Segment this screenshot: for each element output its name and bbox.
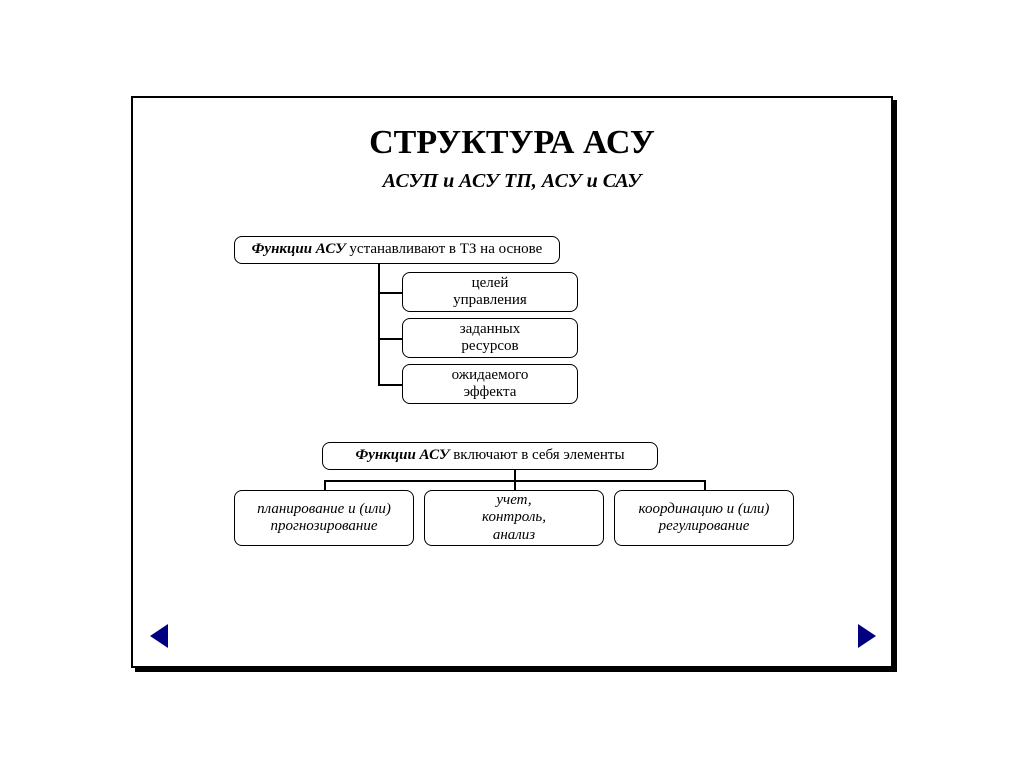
prev-arrow-icon[interactable] [150, 624, 168, 648]
node-functions-basis-header: Функции АСУ устанавливают в ТЗ на основе [234, 236, 560, 264]
node-label: Функции АСУ устанавливают в ТЗ на основе [245, 241, 549, 258]
node-label: учет,контроль,анализ [435, 492, 593, 544]
connector [514, 480, 516, 490]
node-functions-include-header: Функции АСУ включают в себя элементы [322, 442, 658, 470]
node-goals: целейуправления [402, 272, 578, 312]
node-label: ожидаемогоэффекта [413, 367, 567, 402]
node-label: заданныхресурсов [413, 321, 567, 356]
connector [378, 264, 380, 384]
node-coordination: координацию и (или)регулирование [614, 490, 794, 546]
slide-shadow-bottom [135, 668, 897, 672]
connector [704, 480, 706, 490]
node-label: целейуправления [413, 275, 567, 310]
node-planning: планирование и (или)прогнозирование [234, 490, 414, 546]
connector [324, 480, 326, 490]
page-subtitle: АСУП и АСУ ТП, АСУ и САУ [0, 170, 1024, 193]
node-effect: ожидаемогоэффекта [402, 364, 578, 404]
node-resources: заданныхресурсов [402, 318, 578, 358]
page-title: СТРУКТУРА АСУ [0, 124, 1024, 162]
connector [378, 338, 402, 340]
node-label: Функции АСУ включают в себя элементы [333, 447, 647, 464]
node-label: координацию и (или)регулирование [625, 501, 783, 536]
node-label: планирование и (или)прогнозирование [245, 501, 403, 536]
connector [514, 470, 516, 480]
connector [378, 292, 402, 294]
next-arrow-icon[interactable] [858, 624, 876, 648]
connector [378, 384, 402, 386]
node-accounting: учет,контроль,анализ [424, 490, 604, 546]
